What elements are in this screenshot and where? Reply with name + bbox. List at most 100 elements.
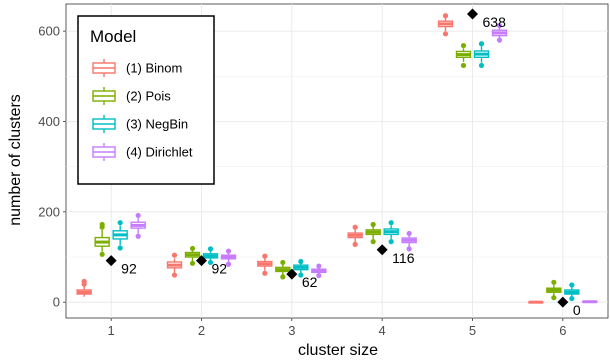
outlier-point [352, 224, 358, 230]
outlier-point [135, 212, 141, 219]
legend-label: (4) Dirichlet [126, 145, 193, 160]
boxplot [275, 259, 291, 280]
outlier-point [406, 230, 412, 237]
outlier-point [99, 251, 105, 257]
outlier-point [117, 245, 123, 251]
boxplot [166, 252, 183, 278]
outlier-point [442, 13, 449, 19]
outlier-point [225, 261, 232, 267]
boxplot [347, 224, 363, 247]
legend-item: (3) NegBin [92, 115, 188, 133]
outlier-point [262, 270, 268, 276]
legend-item: (1) Binom [92, 59, 182, 77]
boxplot [491, 23, 508, 43]
observed-point [105, 255, 117, 267]
outlier-point [189, 245, 196, 252]
legend-label: (1) Binom [126, 61, 182, 76]
observed-label: 116 [392, 250, 415, 266]
outlier-point [298, 258, 304, 265]
outlier-point [370, 221, 376, 228]
series-4-boxes [130, 23, 598, 304]
outlier-point [551, 279, 557, 285]
boxplot [437, 13, 454, 37]
x-axis: 1 2 3 4 5 6 [108, 318, 566, 338]
observed-point [557, 296, 569, 308]
outlier-point [171, 272, 178, 278]
outlier-point [316, 272, 322, 279]
outlier-point [298, 272, 304, 278]
observed-point [467, 8, 478, 20]
outlier-point [117, 220, 123, 226]
boxplot [383, 220, 399, 245]
outlier-point [388, 239, 394, 245]
observed-label: 92 [212, 261, 228, 277]
y-tick-label: 400 [38, 114, 60, 129]
boxplot [546, 279, 562, 301]
legend-label: (3) NegBin [126, 117, 188, 132]
legend-item: (2) Pois [92, 87, 171, 105]
outlier-point [460, 62, 467, 69]
outlier-point [569, 295, 575, 302]
outlier-point [352, 241, 358, 247]
legend-title: Model [90, 27, 136, 46]
y-tick-label: 0 [53, 295, 60, 310]
x-tick-label: 5 [469, 323, 476, 338]
outlier-point [225, 248, 232, 254]
outlier-point [551, 295, 557, 301]
observed-point [286, 268, 298, 280]
x-tick-label: 2 [198, 323, 205, 338]
outlier-point [280, 259, 286, 266]
boxplot [365, 221, 381, 245]
observed-label: 62 [302, 274, 318, 290]
boxplot [220, 248, 237, 267]
observed-label: 638 [483, 14, 507, 30]
boxplot [184, 245, 201, 266]
outlier-point [81, 278, 87, 285]
outlier-point [280, 274, 286, 280]
x-tick-label: 4 [379, 323, 386, 338]
observed-label: 92 [121, 261, 137, 277]
boxplot [94, 221, 110, 257]
boxplot [401, 230, 417, 252]
x-axis-title: cluster size [298, 342, 378, 359]
outlier-point [496, 23, 503, 29]
boxplot [473, 41, 490, 69]
outlier-point [442, 31, 449, 37]
legend-label: (2) Pois [126, 89, 171, 104]
outlier-point [316, 263, 322, 269]
boxplot [202, 246, 219, 266]
outlier-point [189, 260, 196, 266]
legend: Model (1) Binom (2) Pois (3) NegBin (4) Dir… [77, 15, 215, 185]
boxplot [112, 220, 128, 251]
observed-layer: 92 92 62 116 638 0 [105, 8, 581, 318]
legend-items: (1) Binom (2) Pois (3) NegBin (4) Dirichlet [92, 59, 193, 161]
outlier-point [388, 220, 394, 226]
outlier-point [262, 253, 268, 259]
y-axis: 0 200 400 600 [38, 24, 66, 310]
outlier-point [135, 233, 141, 239]
observed-label: 0 [573, 302, 581, 318]
outlier-point [569, 282, 575, 288]
observed-point [376, 244, 388, 256]
outlier-point [496, 37, 503, 43]
boxplot [564, 282, 580, 302]
boxplot [257, 253, 273, 276]
boxplot [455, 42, 472, 69]
x-tick-label: 3 [288, 323, 295, 338]
observed-point [196, 255, 207, 267]
boxplot [528, 300, 544, 304]
outlier-point [460, 42, 467, 49]
boxplot [293, 258, 309, 278]
outlier-point [370, 239, 376, 245]
series-2-boxes [94, 42, 562, 301]
legend-item: (4) Dirichlet [92, 143, 193, 161]
x-tick-label: 1 [108, 323, 115, 338]
outlier-point [207, 246, 214, 252]
x-tick-label: 6 [559, 323, 566, 338]
y-tick-label: 200 [38, 204, 60, 219]
outlier-point [171, 252, 178, 258]
boxplot [130, 212, 146, 239]
outlier-point [478, 41, 485, 47]
boxplot [582, 300, 598, 304]
